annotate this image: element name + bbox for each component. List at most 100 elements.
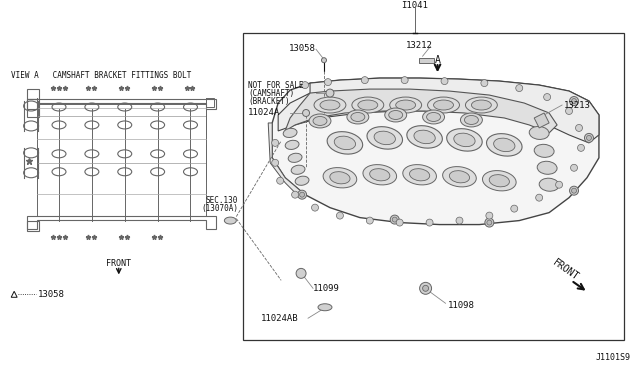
Circle shape <box>487 220 492 225</box>
Text: NOT FOR SALE: NOT FOR SALE <box>248 81 304 90</box>
Circle shape <box>543 94 550 100</box>
Circle shape <box>441 78 448 84</box>
Ellipse shape <box>370 169 390 181</box>
Ellipse shape <box>285 140 299 150</box>
Ellipse shape <box>465 97 497 113</box>
Ellipse shape <box>225 217 236 224</box>
Ellipse shape <box>374 131 396 145</box>
Ellipse shape <box>396 100 415 110</box>
Circle shape <box>401 77 408 84</box>
Ellipse shape <box>390 97 422 113</box>
Text: I1041: I1041 <box>401 1 428 10</box>
Ellipse shape <box>323 168 356 188</box>
Circle shape <box>301 81 308 89</box>
Ellipse shape <box>486 134 522 156</box>
Ellipse shape <box>534 144 554 157</box>
Text: SEC.130: SEC.130 <box>206 196 238 205</box>
Circle shape <box>362 77 368 84</box>
Ellipse shape <box>433 100 454 110</box>
Text: 13058: 13058 <box>289 44 316 53</box>
Circle shape <box>575 125 582 131</box>
Circle shape <box>396 219 403 226</box>
Circle shape <box>556 181 563 188</box>
Circle shape <box>481 80 488 87</box>
Ellipse shape <box>385 108 406 122</box>
Ellipse shape <box>291 165 305 174</box>
Circle shape <box>577 144 584 151</box>
Ellipse shape <box>363 165 397 185</box>
Text: A: A <box>435 55 440 65</box>
Circle shape <box>485 218 494 227</box>
Circle shape <box>570 97 579 106</box>
Ellipse shape <box>295 176 309 185</box>
Ellipse shape <box>407 126 442 148</box>
Ellipse shape <box>358 100 378 110</box>
Circle shape <box>516 84 523 92</box>
Text: 11024AB: 11024AB <box>261 314 299 323</box>
Text: (BRACKET): (BRACKET) <box>248 97 290 106</box>
Polygon shape <box>278 78 599 143</box>
Polygon shape <box>285 89 557 133</box>
Ellipse shape <box>388 110 403 119</box>
Ellipse shape <box>449 171 470 183</box>
Ellipse shape <box>313 116 327 125</box>
Polygon shape <box>268 123 305 198</box>
Circle shape <box>390 215 399 224</box>
Ellipse shape <box>367 126 403 149</box>
Bar <box>419 58 433 63</box>
Text: (CAMSHAFT): (CAMSHAFT) <box>248 89 294 97</box>
Ellipse shape <box>334 136 356 150</box>
Circle shape <box>536 194 543 201</box>
Circle shape <box>586 135 591 140</box>
Ellipse shape <box>483 171 516 191</box>
Circle shape <box>300 192 305 197</box>
Bar <box>243 33 624 340</box>
Circle shape <box>298 190 307 199</box>
Ellipse shape <box>330 171 350 184</box>
Ellipse shape <box>318 304 332 311</box>
Circle shape <box>296 268 306 278</box>
Ellipse shape <box>539 178 559 191</box>
Ellipse shape <box>347 110 369 124</box>
Ellipse shape <box>537 161 557 174</box>
Ellipse shape <box>443 167 476 187</box>
Ellipse shape <box>309 114 331 128</box>
Ellipse shape <box>403 165 436 185</box>
Circle shape <box>324 78 332 86</box>
Circle shape <box>511 205 518 212</box>
Ellipse shape <box>460 113 483 127</box>
Polygon shape <box>272 78 599 225</box>
Circle shape <box>572 99 577 103</box>
Ellipse shape <box>327 132 363 154</box>
Text: FRONT: FRONT <box>106 259 131 268</box>
Text: FRONT: FRONT <box>551 258 581 283</box>
Circle shape <box>272 140 278 146</box>
Ellipse shape <box>414 130 435 144</box>
Circle shape <box>292 191 299 198</box>
Ellipse shape <box>288 153 302 163</box>
Circle shape <box>422 285 429 291</box>
Circle shape <box>312 204 319 211</box>
Circle shape <box>321 58 326 63</box>
Circle shape <box>420 282 431 294</box>
Text: VIEW A   CAMSHAFT BRACKET FITTINGS BOLT: VIEW A CAMSHAFT BRACKET FITTINGS BOLT <box>11 71 191 80</box>
Circle shape <box>584 134 593 142</box>
Ellipse shape <box>284 128 297 138</box>
Text: J1101S9: J1101S9 <box>596 353 631 362</box>
Polygon shape <box>534 113 549 128</box>
Circle shape <box>486 212 493 219</box>
Text: 11098: 11098 <box>447 301 474 310</box>
Text: 13058: 13058 <box>38 290 65 299</box>
Ellipse shape <box>428 97 460 113</box>
Ellipse shape <box>410 169 429 181</box>
Circle shape <box>272 159 278 166</box>
Text: 13212: 13212 <box>406 41 433 50</box>
Circle shape <box>326 89 334 97</box>
Circle shape <box>566 108 573 115</box>
Ellipse shape <box>465 115 478 125</box>
Ellipse shape <box>427 112 440 122</box>
Circle shape <box>366 217 373 224</box>
Text: 13213: 13213 <box>564 100 591 109</box>
Ellipse shape <box>529 126 549 140</box>
Ellipse shape <box>314 97 346 113</box>
